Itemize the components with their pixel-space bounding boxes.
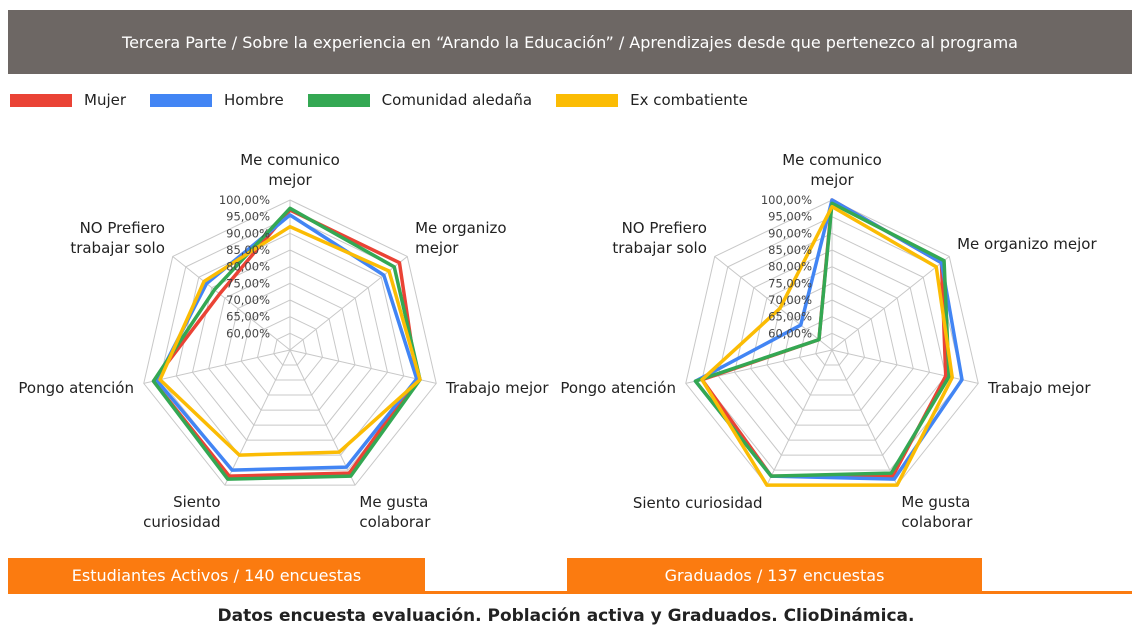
grid-ring <box>224 282 356 411</box>
tick-label: 65,00% <box>768 310 812 324</box>
tick-label: 75,00% <box>768 276 812 290</box>
tick-label: 95,00% <box>226 210 270 224</box>
category-label: Trabajo mejor <box>987 378 1091 397</box>
legend-label: Comunidad aledaña <box>381 91 533 109</box>
series-line <box>158 224 422 457</box>
spoke <box>143 349 291 384</box>
spoke <box>766 349 833 486</box>
tick-label: 80,00% <box>768 260 812 274</box>
category-label: NO Prefiero trabajar solo <box>70 218 165 257</box>
tick-label: 80,00% <box>226 260 270 274</box>
grid-ring <box>256 316 324 381</box>
tick-label: 100,00% <box>761 193 812 207</box>
series-line <box>155 213 419 472</box>
spoke <box>831 256 950 351</box>
category-label: Me comunico mejor <box>240 151 340 189</box>
legend-label: Ex combatiente <box>630 91 748 109</box>
divider <box>8 591 1132 594</box>
category-label: Trabajo mejor <box>445 378 549 397</box>
spoke <box>289 349 437 384</box>
legend-item: Hombre <box>150 91 284 109</box>
series-line <box>700 204 954 487</box>
category-label: Me gusta colaborar <box>901 493 973 532</box>
category-label: Siento curiosidad <box>632 494 763 513</box>
grid-ring <box>191 249 389 441</box>
spoke <box>714 256 833 351</box>
tick-label: 60,00% <box>226 326 270 340</box>
legend-swatch <box>150 93 213 107</box>
category-label: Me organizo mejor <box>415 218 507 257</box>
grid-ring <box>733 249 931 441</box>
tick-label: 75,00% <box>226 276 270 290</box>
legend-label: Mujer <box>84 91 127 109</box>
grid-ring <box>143 199 437 486</box>
grid-ring <box>273 332 307 366</box>
tick-label: 90,00% <box>226 226 270 240</box>
tick-label: 70,00% <box>226 293 270 307</box>
legend-swatch <box>307 93 370 107</box>
grid-ring <box>798 316 866 381</box>
series-line <box>693 201 951 478</box>
series-line <box>151 208 419 478</box>
spoke <box>172 256 291 351</box>
chart-title: Graduados / 137 encuestas <box>567 558 982 592</box>
legend-item: Mujer <box>10 91 126 109</box>
chart-title: Estudiantes Activos / 140 encuestas <box>8 558 425 592</box>
category-label: NO Prefiero trabajar solo <box>612 218 707 257</box>
tick-label: 85,00% <box>768 243 812 257</box>
legend-label: Hombre <box>224 91 284 109</box>
grid-ring <box>766 282 898 411</box>
series-line <box>151 206 422 481</box>
spoke <box>289 349 356 486</box>
tick-label: 60,00% <box>768 326 812 340</box>
grid-ring <box>815 332 849 366</box>
legend-item: Comunidad aledaña <box>307 91 533 109</box>
tick-label: 100,00% <box>219 193 270 207</box>
legend-item: Ex combatiente <box>556 91 748 109</box>
grid-ring <box>782 299 882 396</box>
grid-ring <box>717 232 947 456</box>
grid-ring <box>208 266 372 426</box>
grid-ring <box>240 299 340 396</box>
category-label: Me gusta colaborar <box>359 493 431 532</box>
category-label: Me comunico mejor <box>782 151 882 189</box>
legend: Mujer Hombre Comunidad aledaña Ex combatien… <box>10 90 772 110</box>
legend-swatch <box>10 93 72 107</box>
header-title: Tercera Parte / Sobre la experiencia en … <box>8 10 1132 74</box>
footer: Datos encuesta evaluación. Población act… <box>217 606 915 626</box>
spoke <box>224 349 291 486</box>
tick-label: 70,00% <box>768 293 812 307</box>
tick-label: 95,00% <box>768 210 812 224</box>
tick-label: 90,00% <box>768 226 812 240</box>
category-label: Me organizo mejor <box>957 235 1097 253</box>
category-label: Pongo atención <box>560 378 676 397</box>
category-label: Siento curiosidad <box>143 493 221 532</box>
grid-ring <box>750 266 914 426</box>
tick-label: 85,00% <box>226 243 270 257</box>
category-label: Pongo atención <box>18 378 134 397</box>
spoke <box>831 349 898 486</box>
tick-label: 65,00% <box>226 310 270 324</box>
legend-swatch <box>556 93 619 107</box>
